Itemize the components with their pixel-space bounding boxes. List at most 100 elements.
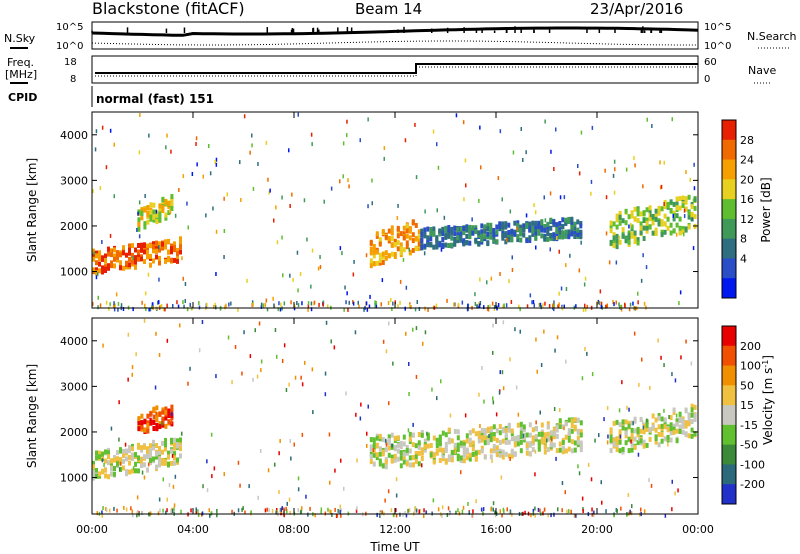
- range-cell: [420, 449, 424, 455]
- range-cell: [110, 458, 113, 464]
- range-cell: [660, 221, 664, 227]
- range-cell: [116, 257, 119, 263]
- ground-scatter-cell: [165, 510, 167, 515]
- range-cell: [179, 236, 182, 242]
- range-cell: [122, 448, 125, 454]
- ground-scatter-cell: [149, 511, 152, 516]
- range-cell: [92, 189, 94, 194]
- range-cell: [615, 213, 619, 219]
- range-cell: [447, 427, 451, 433]
- range-cell: [134, 255, 137, 261]
- y-tick-label: 4000: [60, 335, 88, 348]
- range-cell: [107, 474, 110, 480]
- range-cell: [636, 211, 640, 217]
- colorbar-swatch: [722, 385, 736, 406]
- range-cell: [165, 145, 167, 150]
- range-cell: [465, 226, 469, 232]
- range-cell: [554, 348, 556, 353]
- ground-scatter-cell: [392, 301, 394, 306]
- range-cell: [113, 256, 116, 262]
- range-cell: [164, 199, 168, 205]
- range-cell: [463, 197, 465, 202]
- range-cell: [405, 331, 407, 336]
- range-cell: [107, 251, 110, 257]
- range-cell: [555, 127, 557, 132]
- range-cell: [95, 267, 98, 273]
- range-cell: [333, 345, 336, 350]
- range-cell: [651, 424, 655, 430]
- range-cell: [516, 237, 520, 243]
- ground-scatter-cell: [630, 511, 633, 516]
- range-cell: [502, 386, 505, 391]
- noise-spikes: [91, 26, 663, 33]
- range-cell: [369, 246, 373, 252]
- power-data-layer: [92, 112, 697, 312]
- range-cell: [646, 418, 648, 423]
- ground-scatter-cell: [327, 507, 329, 512]
- range-cell: [621, 218, 625, 224]
- range-cell: [624, 427, 628, 433]
- range-cell: [636, 429, 640, 435]
- range-cell: [107, 454, 110, 460]
- range-cell: [307, 512, 309, 517]
- range-cell: [498, 430, 502, 436]
- range-cell: [158, 203, 162, 209]
- range-cell: [396, 240, 400, 246]
- range-cell: [507, 453, 511, 459]
- range-cell: [396, 435, 400, 441]
- x-tick-label: 16:00: [480, 523, 512, 536]
- range-cell: [465, 449, 469, 454]
- range-cell: [128, 262, 131, 268]
- range-cell: [615, 440, 619, 446]
- range-cell: [645, 265, 648, 270]
- range-cell: [664, 513, 667, 518]
- frequency-panel: Freq. [MHz] 18 8 60 0 Nave CPID normal (…: [5, 55, 776, 107]
- ground-scatter-cell: [405, 513, 408, 518]
- range-cell: [456, 231, 460, 237]
- colorbar-swatch: [722, 345, 736, 367]
- range-cell: [678, 205, 682, 211]
- range-cell: [288, 148, 290, 153]
- range-cell: [347, 178, 349, 183]
- range-cell: [465, 433, 469, 439]
- range-cell: [624, 430, 628, 436]
- range-cell: [411, 220, 415, 226]
- ground-scatter-cell: [92, 302, 94, 306]
- ground-scatter-cell: [511, 512, 513, 517]
- range-cell: [462, 226, 466, 231]
- ground-scatter-cell: [419, 509, 421, 514]
- range-cell: [384, 498, 386, 503]
- range-cell: [146, 428, 150, 434]
- range-cell: [346, 291, 348, 296]
- ground-scatter-cell: [105, 507, 107, 511]
- range-cell: [306, 237, 308, 242]
- range-cell: [570, 448, 574, 454]
- range-cell: [621, 419, 625, 425]
- range-cell: [119, 466, 122, 472]
- range-cell: [492, 231, 496, 237]
- range-cell: [475, 499, 477, 504]
- range-cell: [480, 233, 484, 239]
- ground-scatter-cell: [116, 508, 118, 513]
- y-tick-label: 1000: [60, 266, 88, 279]
- colorbar-tick-label: 8: [740, 233, 747, 246]
- range-cell: [567, 219, 571, 224]
- ground-scatter-cell: [612, 300, 614, 304]
- ground-scatter-cell: [322, 302, 324, 307]
- range-cell: [621, 380, 623, 385]
- range-cell: [499, 129, 502, 134]
- range-cell: [462, 452, 466, 458]
- range-cell: [101, 125, 104, 130]
- range-cell: [540, 439, 544, 445]
- range-cell: [387, 445, 391, 451]
- range-cell: [390, 458, 394, 464]
- range-cell: [95, 275, 98, 280]
- range-cell: [125, 448, 128, 454]
- range-cell: [254, 328, 256, 333]
- range-cell: [609, 438, 613, 443]
- range-cell: [459, 231, 463, 237]
- range-cell: [330, 186, 333, 191]
- range-cell: [140, 458, 143, 464]
- range-cell: [456, 453, 460, 459]
- range-cell: [546, 236, 550, 242]
